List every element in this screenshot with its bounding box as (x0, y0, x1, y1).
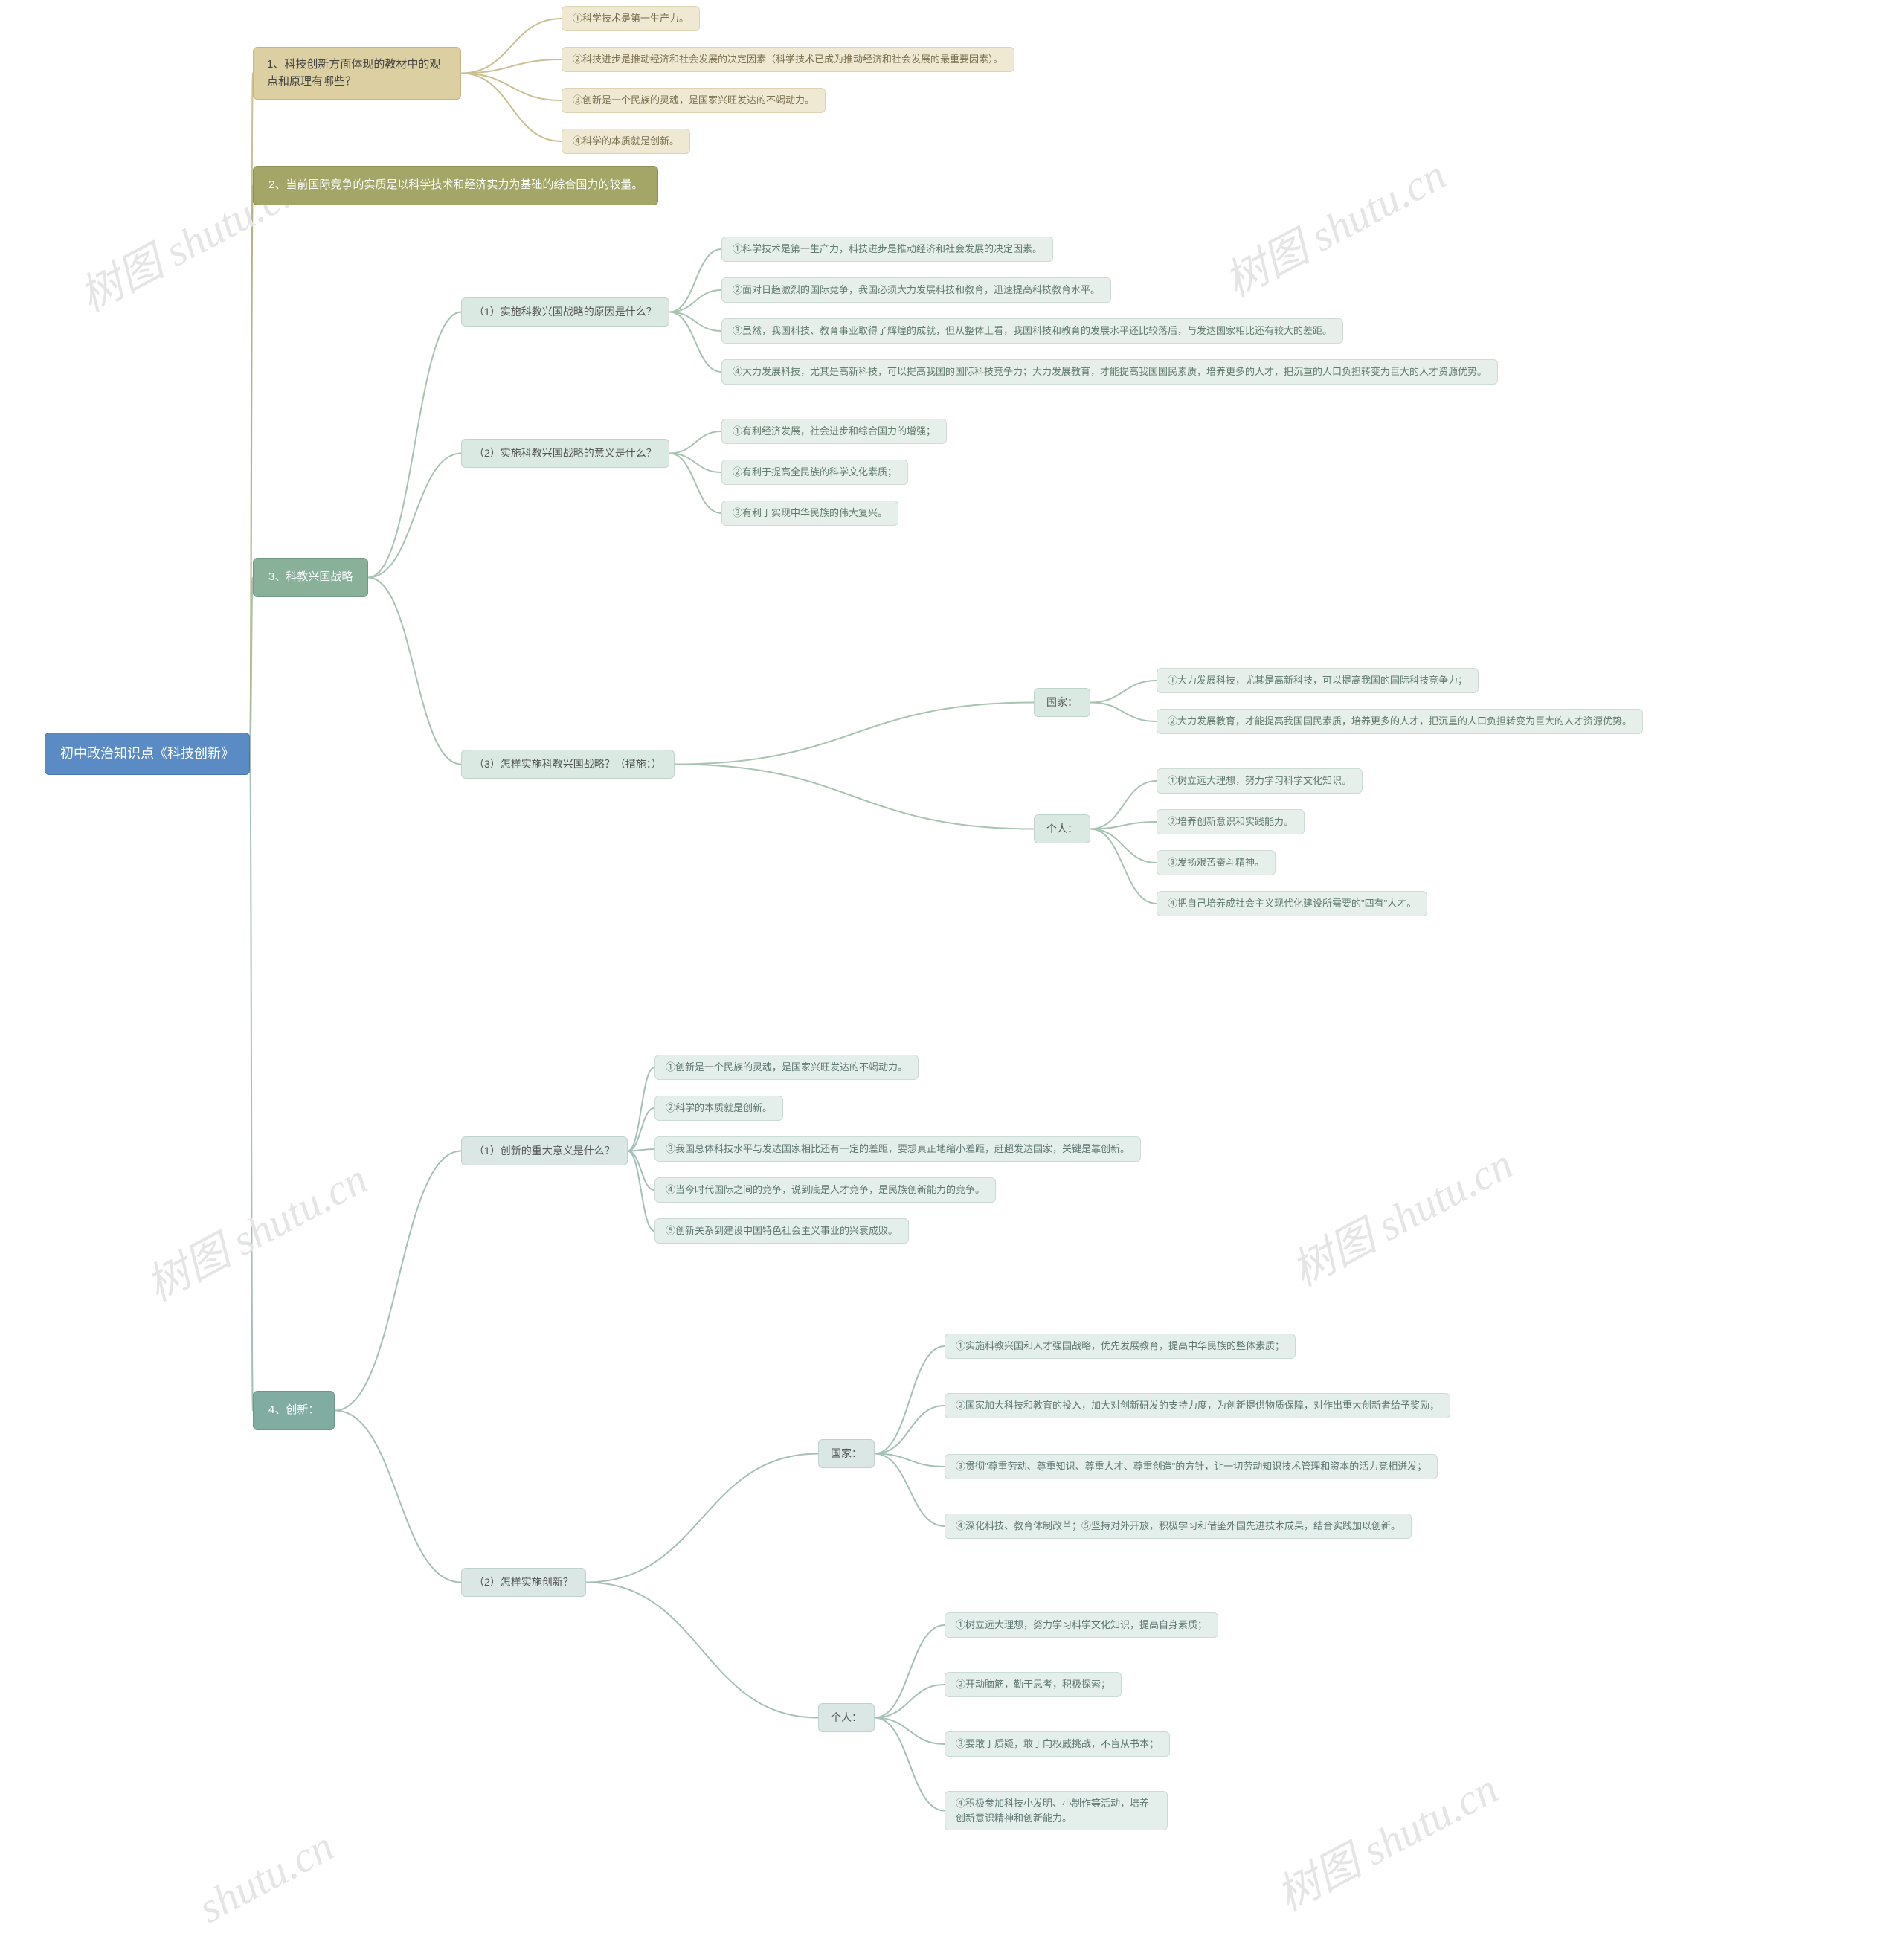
watermark: 树图 shutu.cn (133, 1145, 376, 1313)
edge-b3s3g2-b3s3g2l4 (1090, 829, 1157, 904)
node-b3s3g1[interactable]: 国家： (1034, 688, 1090, 717)
edge-b4s2g1-b4s2g1l3 (875, 1454, 945, 1467)
node-b3s3g1l2[interactable]: ②大力发展教育，才能提高我国国民素质，培养更多的人才，把沉重的人口负担转变为巨大… (1157, 709, 1643, 734)
node-b4[interactable]: 4、创新： (253, 1391, 335, 1430)
node-b3s1l1[interactable]: ①科学技术是第一生产力，科技进步是推动经济和社会发展的决定因素。 (721, 237, 1053, 262)
node-b4s2g2[interactable]: 个人： (818, 1703, 875, 1732)
edge-b4s1-b4s1l2 (628, 1108, 654, 1151)
node-b3s3g2l3[interactable]: ③发扬艰苦奋斗精神。 (1157, 850, 1276, 875)
edge-b3s1-b3s1l4 (669, 312, 721, 373)
edge-b4s2-b4s2g1 (586, 1454, 818, 1583)
node-b4s2g1l4[interactable]: ④深化科技、教育体制改革；⑤坚持对外开放，积极学习和借鉴外国先进技术成果，结合实… (945, 1514, 1412, 1539)
edge-b4s1-b4s1l4 (628, 1151, 654, 1191)
edge-b4s1-b4s1l1 (628, 1067, 654, 1151)
edge-b3s3g1-b3s3g1l1 (1090, 681, 1157, 703)
edge-b3s3g2-b3s3g2l1 (1090, 781, 1157, 829)
edge-b4s2g2-b4s2g2l2 (875, 1685, 945, 1718)
edge-b4-b4s1 (335, 1151, 461, 1411)
node-b3s1[interactable]: （1）实施科教兴国战略的原因是什么？ (461, 297, 669, 327)
node-b4s1l5[interactable]: ⑤创新关系到建设中国特色社会主义事业的兴衰成败。 (654, 1218, 909, 1244)
node-b4s2g2l2[interactable]: ②开动脑筋，勤于思考，积极探索； (945, 1672, 1122, 1697)
watermark: 树图 shutu.cn (1279, 1130, 1522, 1299)
edge-b3s3-b3s3g1 (675, 703, 1034, 765)
node-b4s2g1l2[interactable]: ②国家加大科技和教育的投入，加大对创新研发的支持力度，为创新提供物质保障，对作出… (945, 1393, 1450, 1418)
node-b3s2[interactable]: （2）实施科教兴国战略的意义是什么？ (461, 439, 669, 468)
edge-b4s2g2-b4s2g2l1 (875, 1625, 945, 1718)
node-b4s2g2l1[interactable]: ①树立远大理想，努力学习科学文化知识，提高自身素质； (945, 1612, 1218, 1638)
watermark: shutu.cn (190, 1821, 342, 1933)
edge-root-b4 (250, 754, 253, 1411)
edge-b4s2-b4s2g2 (586, 1583, 818, 1718)
watermark: 树图 shutu.cn (1264, 1755, 1507, 1923)
node-b1l1[interactable]: ①科学技术是第一生产力。 (562, 6, 700, 31)
mindmap-canvas: 树图 shutu.cn树图 shutu.cn树图 shutu.cn树图 shut… (0, 0, 1904, 1890)
edge-b4s1-b4s1l3 (628, 1149, 654, 1151)
edge-b3s1-b3s1l2 (669, 290, 721, 312)
edge-b4s2g2-b4s2g2l3 (875, 1718, 945, 1745)
node-b3s2l3[interactable]: ③有利于实现中华民族的伟大复兴。 (721, 501, 898, 526)
node-b4s2g1l1[interactable]: ①实施科教兴国和人才强国战略，优先发展教育，提高中华民族的整体素质； (945, 1334, 1296, 1359)
node-b1l2[interactable]: ②科技进步是推动经济和社会发展的决定因素（科学技术已成为推动经济和社会发展的最重… (562, 47, 1014, 72)
node-b3s2l1[interactable]: ①有利经济发展，社会进步和综合国力的增强； (721, 419, 947, 444)
edge-b3s1-b3s1l3 (669, 312, 721, 332)
node-b4s2g2l3[interactable]: ③要敢于质疑，敢于向权威挑战，不盲从书本； (945, 1731, 1170, 1757)
edge-b1-b1l3 (461, 74, 562, 101)
node-b3s3g2l4[interactable]: ④把自己培养成社会主义现代化建设所需要的"四有"人才。 (1157, 891, 1427, 916)
node-b3s1l4[interactable]: ④大力发展科技，尤其是高新科技，可以提高我国的国际科技竞争力；大力发展教育，才能… (721, 359, 1498, 385)
edge-b3s2-b3s2l2 (669, 454, 721, 473)
node-b4s1l3[interactable]: ③我国总体科技水平与发达国家相比还有一定的差距，要想真正地缩小差距，赶超发达国家… (654, 1136, 1141, 1162)
node-b4s2g2l4[interactable]: ④积极参加科技小发明、小制作等活动，培养创新意识精神和创新能力。 (945, 1791, 1168, 1830)
edge-b3s2-b3s2l3 (669, 454, 721, 514)
edge-b1-b1l2 (461, 59, 562, 74)
node-b3s3[interactable]: （3）怎样实施科教兴国战略？（措施：） (461, 750, 675, 779)
watermark: 树图 shutu.cn (1212, 141, 1455, 309)
node-b3s1l3[interactable]: ③虽然，我国科技、教育事业取得了辉煌的成就，但从整体上看，我国科技和教育的发展水… (721, 318, 1343, 344)
edge-root-b3 (250, 578, 253, 754)
node-b3s1l2[interactable]: ②面对日趋激烈的国际竞争，我国必须大力发展科技和教育，迅速提高科技教育水平。 (721, 277, 1111, 303)
edge-b3-b3s1 (368, 312, 461, 578)
node-b3[interactable]: 3、科教兴国战略 (253, 558, 368, 597)
node-b4s2[interactable]: （2）怎样实施创新？ (461, 1568, 586, 1597)
node-b3s3g2[interactable]: 个人： (1034, 814, 1090, 843)
root-node[interactable]: 初中政治知识点《科技创新》 (45, 733, 250, 775)
edge-root-b2 (250, 186, 253, 754)
node-b1[interactable]: 1、科技创新方面体现的教材中的观点和原理有哪些？ (253, 47, 461, 100)
edge-b3s3g1-b3s3g1l2 (1090, 703, 1157, 722)
edge-b4s2g1-b4s2g1l1 (875, 1346, 945, 1454)
edge-b3s1-b3s1l1 (669, 249, 721, 312)
node-b2[interactable]: 2、当前国际竞争的实质是以科学技术和经济实力为基础的综合国力的较量。 (253, 166, 658, 205)
edge-b3s3-b3s3g2 (675, 765, 1034, 829)
edge-b3s3g2-b3s3g2l3 (1090, 829, 1157, 863)
node-b3s3g2l2[interactable]: ②培养创新意识和实践能力。 (1157, 809, 1305, 834)
node-b3s2l2[interactable]: ②有利于提高全民族的科学文化素质； (721, 460, 908, 485)
edge-b4s2g1-b4s2g1l2 (875, 1406, 945, 1454)
edge-b4-b4s2 (335, 1411, 461, 1583)
node-b3s3g1l1[interactable]: ①大力发展科技，尤其是高新科技，可以提高我国的国际科技竞争力； (1157, 668, 1479, 693)
node-b3s3g2l1[interactable]: ①树立远大理想，努力学习科学文化知识。 (1157, 768, 1363, 794)
edge-b3-b3s3 (368, 578, 461, 765)
node-b4s2g1l3[interactable]: ③贯彻"尊重劳动、尊重知识、尊重人才、尊重创造"的方针，让一切劳动知识技术管理和… (945, 1454, 1438, 1479)
node-b4s1[interactable]: （1）创新的重大意义是什么？ (461, 1136, 628, 1165)
edge-b4s1-b4s1l5 (628, 1151, 654, 1232)
node-b4s1l4[interactable]: ④当今时代国际之间的竞争，说到底是人才竞争，是民族创新能力的竞争。 (654, 1177, 996, 1203)
edge-b1-b1l1 (461, 19, 562, 74)
node-b1l3[interactable]: ③创新是一个民族的灵魂，是国家兴旺发达的不竭动力。 (562, 88, 826, 113)
edge-b4s2g2-b4s2g2l4 (875, 1718, 945, 1811)
edge-b3s3g2-b3s3g2l2 (1090, 822, 1157, 829)
node-b4s1l1[interactable]: ①创新是一个民族的灵魂，是国家兴旺发达的不竭动力。 (654, 1055, 919, 1080)
edge-b4s2g1-b4s2g1l4 (875, 1454, 945, 1527)
node-b4s1l2[interactable]: ②科学的本质就是创新。 (654, 1096, 783, 1121)
edge-b3s2-b3s2l1 (669, 431, 721, 454)
edge-b1-b1l4 (461, 74, 562, 142)
edge-b3-b3s2 (368, 454, 461, 578)
node-b4s2g1[interactable]: 国家： (818, 1439, 875, 1468)
node-b1l4[interactable]: ④科学的本质就是创新。 (562, 129, 690, 154)
